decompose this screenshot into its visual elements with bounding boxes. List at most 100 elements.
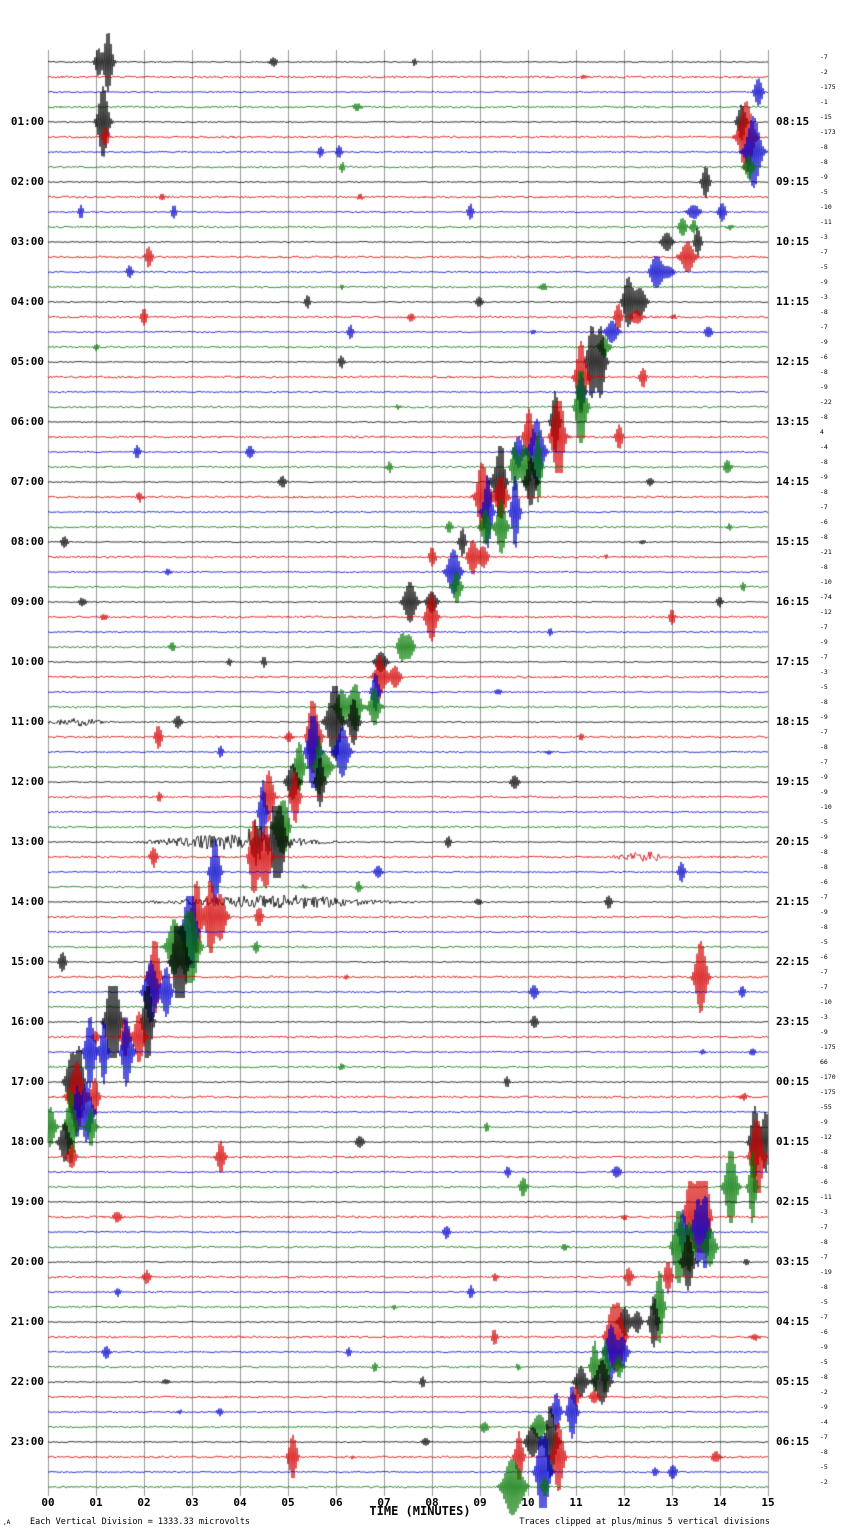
dc-offset-label: -10 xyxy=(820,578,832,586)
left-time-label: 04:00 xyxy=(10,295,44,308)
dc-offset-label: -8 xyxy=(820,413,828,421)
dc-offset-label: -10 xyxy=(820,203,832,211)
dc-offset-label: -21 xyxy=(820,548,832,556)
dc-offset-label: -8 xyxy=(820,1373,828,1381)
right-time-label: 23:15 xyxy=(776,1015,810,1028)
dc-offset-label: -7 xyxy=(820,623,828,631)
dc-offset-label: -3 xyxy=(820,293,828,301)
dc-offset-label: -5 xyxy=(820,1298,828,1306)
right-time-label: 05:15 xyxy=(776,1375,810,1388)
left-time-label: 10:00 xyxy=(10,655,44,668)
x-tick-label: 05 xyxy=(281,1496,295,1509)
dc-offset-label: -9 xyxy=(820,908,828,916)
footer-clip-note: Traces clipped at plus/minus 5 vertical … xyxy=(519,1517,770,1527)
x-tick-label: 07 xyxy=(377,1496,391,1509)
left-time-label: 11:00 xyxy=(10,715,44,728)
dc-offset-label: -6 xyxy=(820,953,828,961)
right-time-label: 14:15 xyxy=(776,475,810,488)
right-time-label: 06:15 xyxy=(776,1435,810,1448)
dc-offset-label: -3 xyxy=(820,1208,828,1216)
right-time-label: 10:15 xyxy=(776,235,810,248)
dc-offset-label: -9 xyxy=(820,638,828,646)
dc-offset-label: -3 xyxy=(820,233,828,241)
left-time-label: 18:00 xyxy=(10,1135,44,1148)
dc-offset-label: -12 xyxy=(820,608,832,616)
left-time-label: 13:00 xyxy=(10,835,44,848)
x-axis-title: TIME (MINUTES) xyxy=(369,1504,471,1518)
dc-offset-label: -8 xyxy=(820,1283,828,1291)
right-time-label: 11:15 xyxy=(776,295,810,308)
right-time-label: 08:15 xyxy=(776,115,810,128)
dc-offset-label: -8 xyxy=(820,563,828,571)
left-time-label: 06:00 xyxy=(10,415,44,428)
right-time-label: 12:15 xyxy=(776,355,810,368)
dc-offset-label: -8 xyxy=(820,923,828,931)
dc-offset-label: -22 xyxy=(820,398,832,406)
dc-offset-label: -3 xyxy=(820,1013,828,1021)
x-tick-label: 15 xyxy=(761,1496,775,1509)
dc-offset-label: -7 xyxy=(820,983,828,991)
dc-offset-label: -8 xyxy=(820,308,828,316)
left-time-label: 07:00 xyxy=(10,475,44,488)
dc-offset-label: -8 xyxy=(820,698,828,706)
dc-offset-label: -7 xyxy=(820,1433,828,1441)
left-time-label: 12:00 xyxy=(10,775,44,788)
dc-offset-label: -7 xyxy=(820,653,828,661)
dc-offset-label: -8 xyxy=(820,533,828,541)
dc-offset-label: -9 xyxy=(820,1343,828,1351)
corner-mark: ,A xyxy=(3,1519,11,1526)
x-tick-label: 14 xyxy=(713,1496,727,1509)
dc-offset-label: -7 xyxy=(820,53,828,61)
dc-offset-label: -11 xyxy=(820,1193,832,1201)
right-time-label: 20:15 xyxy=(776,835,810,848)
right-time-label: 22:15 xyxy=(776,955,810,968)
left-time-label: 22:00 xyxy=(10,1375,44,1388)
dc-offset-label: -10 xyxy=(820,998,832,1006)
x-tick-label: 04 xyxy=(233,1496,247,1509)
dc-offset-label: -2 xyxy=(820,68,828,76)
dc-offset-label: -7 xyxy=(820,968,828,976)
dc-offset-label: -9 xyxy=(820,383,828,391)
dc-offset-label: -3 xyxy=(820,668,828,676)
dc-offset-label: -12 xyxy=(820,1133,832,1141)
left-time-label: 14:00 xyxy=(10,895,44,908)
x-tick-label: 01 xyxy=(89,1496,103,1509)
dc-offset-label: -9 xyxy=(820,773,828,781)
dc-offset-label: -7 xyxy=(820,893,828,901)
dc-offset-label: -2 xyxy=(820,1388,828,1396)
dc-offset-label: -7 xyxy=(820,248,828,256)
right-time-label: 16:15 xyxy=(776,595,810,608)
dc-offset-label: -5 xyxy=(820,938,828,946)
left-time-label: 01:00 xyxy=(10,115,44,128)
dc-offset-label: -8 xyxy=(820,1448,828,1456)
dc-offset-label: -7 xyxy=(820,323,828,331)
x-tick-label: 09 xyxy=(473,1496,487,1509)
dc-offset-label: -8 xyxy=(820,1148,828,1156)
x-tick-label: 03 xyxy=(185,1496,199,1509)
dc-offset-label: -175 xyxy=(820,1043,836,1051)
dc-offset-label: -7 xyxy=(820,1253,828,1261)
dc-offset-label: 4 xyxy=(820,428,824,436)
dc-offset-label: -7 xyxy=(820,728,828,736)
x-tick-label: 06 xyxy=(329,1496,343,1509)
dc-offset-label: -7 xyxy=(820,758,828,766)
left-time-label: 16:00 xyxy=(10,1015,44,1028)
dc-offset-label: -2 xyxy=(820,1478,828,1486)
dc-offset-label: -8 xyxy=(820,1238,828,1246)
right-time-label: 01:15 xyxy=(776,1135,810,1148)
dc-offset-label: -8 xyxy=(820,458,828,466)
right-time-label: 17:15 xyxy=(776,655,810,668)
dc-offset-label: -11 xyxy=(820,218,832,226)
dc-offset-label: -4 xyxy=(820,1418,828,1426)
dc-offset-label: -8 xyxy=(820,368,828,376)
x-tick-label: 00 xyxy=(41,1496,55,1509)
dc-offset-label: -8 xyxy=(820,158,828,166)
x-tick-label: 08 xyxy=(425,1496,439,1509)
right-time-label: 00:15 xyxy=(776,1075,810,1088)
left-time-label: 19:00 xyxy=(10,1195,44,1208)
left-time-label: 09:00 xyxy=(10,595,44,608)
dc-offset-label: -15 xyxy=(820,113,832,121)
dc-offset-label: -8 xyxy=(820,863,828,871)
